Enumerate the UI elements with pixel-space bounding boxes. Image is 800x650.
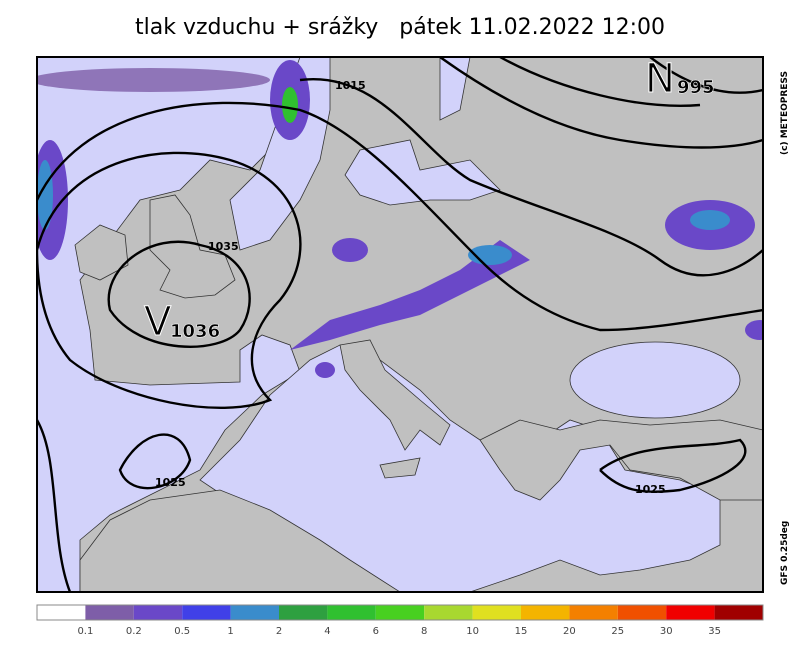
legend-swatch bbox=[375, 605, 425, 620]
legend-label: 15 bbox=[515, 626, 528, 637]
legend-swatch bbox=[424, 605, 473, 620]
legend-label: 8 bbox=[421, 626, 427, 637]
map-title: tlak vzduchu + srážky pátek 11.02.2022 1… bbox=[135, 15, 665, 40]
legend-label: 1 bbox=[227, 626, 233, 637]
legend-label: 10 bbox=[466, 626, 479, 637]
black-sea bbox=[569, 341, 741, 419]
legend-label: 35 bbox=[708, 626, 721, 637]
legend-swatch bbox=[714, 605, 763, 620]
isobar-label: 1025 bbox=[635, 483, 666, 496]
greece-turkey bbox=[479, 419, 763, 501]
legend-label: 30 bbox=[660, 626, 673, 637]
legend-swatch bbox=[472, 605, 521, 620]
low-value: 995 bbox=[677, 77, 715, 98]
map-frame bbox=[36, 56, 764, 593]
map bbox=[37, 57, 763, 592]
isobars bbox=[37, 57, 763, 592]
low-letter: N bbox=[645, 56, 675, 102]
legend-label: 0.1 bbox=[77, 626, 93, 637]
legend-swatch bbox=[85, 605, 134, 620]
isobar-label: 1025 bbox=[155, 476, 186, 489]
legend-label: 0.2 bbox=[126, 626, 142, 637]
copyright: (c) METEOPRESS bbox=[780, 71, 790, 155]
legend: 0.1 0.2 0.5 1 2 4 6 8 10 15 20 25 30 35 bbox=[36, 604, 764, 637]
legend-swatch bbox=[666, 605, 715, 620]
legend-swatch bbox=[327, 605, 376, 620]
africa bbox=[79, 489, 401, 592]
high-value: 1036 bbox=[170, 321, 220, 342]
legend-swatch bbox=[569, 605, 618, 620]
legend-swatch bbox=[230, 605, 279, 620]
legend-label: 4 bbox=[324, 626, 330, 637]
legend-swatch bbox=[133, 605, 183, 620]
isobar-label: 1015 bbox=[335, 79, 366, 92]
high-letter: V bbox=[144, 299, 172, 345]
legend-label: 0.5 bbox=[174, 626, 190, 637]
legend-swatch bbox=[37, 605, 86, 620]
legend-swatch bbox=[279, 605, 328, 620]
isobar-label: 1035 bbox=[208, 240, 239, 253]
italy bbox=[339, 339, 451, 479]
atlantic bbox=[37, 57, 301, 592]
model-label: GFS 0.25deg bbox=[780, 521, 790, 585]
legend-label: 25 bbox=[611, 626, 624, 637]
legend-label: 20 bbox=[563, 626, 576, 637]
legend-label: 6 bbox=[373, 626, 379, 637]
legend-swatch bbox=[617, 605, 667, 620]
legend-label: 2 bbox=[276, 626, 282, 637]
legend-swatch bbox=[521, 605, 570, 620]
legend-border bbox=[36, 604, 764, 621]
legend-swatch bbox=[182, 605, 231, 620]
